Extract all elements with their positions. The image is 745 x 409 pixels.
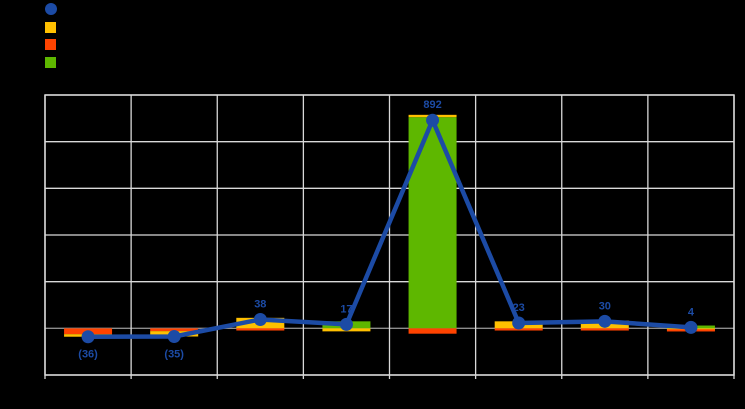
net-line [85, 117, 694, 339]
net-line-marker [684, 320, 698, 334]
data-label: 892 [423, 99, 441, 111]
net-line-marker [512, 316, 526, 330]
net-line-marker [167, 330, 181, 343]
data-label: 23 [513, 302, 525, 314]
legend-item-green-bar-series[interactable] [45, 55, 56, 68]
net-line-marker [81, 330, 95, 344]
orange-bar-series-legend-square-icon [45, 39, 56, 50]
bar-segment-orange [236, 328, 285, 331]
data-label: 30 [599, 300, 611, 312]
bar-segment-green [408, 117, 457, 329]
net-line-series-legend-circle-icon [45, 3, 57, 15]
data-label: 38 [254, 298, 266, 310]
plot-border [44, 94, 735, 376]
data-label: 4 [688, 306, 695, 318]
legend-item-net-line-series[interactable] [45, 2, 57, 15]
yellow-bar-series-legend-square-icon [45, 21, 56, 33]
legend-item-orange-bar-series[interactable] [45, 37, 56, 50]
bar-segment-orange [150, 328, 199, 332]
net-line-marker [253, 312, 267, 326]
green-bar-series-legend-square-icon [45, 56, 56, 68]
net-line-marker [339, 317, 353, 331]
bar-segment-orange [580, 328, 629, 331]
net-line-marker [426, 113, 440, 127]
bar-segment-orange [408, 328, 457, 334]
net-line-marker [598, 314, 612, 328]
data-label: (36) [78, 349, 98, 361]
data-label: 17 [340, 303, 352, 315]
legend-item-yellow-bar-series[interactable] [45, 20, 56, 33]
data-label: (35) [164, 349, 184, 361]
